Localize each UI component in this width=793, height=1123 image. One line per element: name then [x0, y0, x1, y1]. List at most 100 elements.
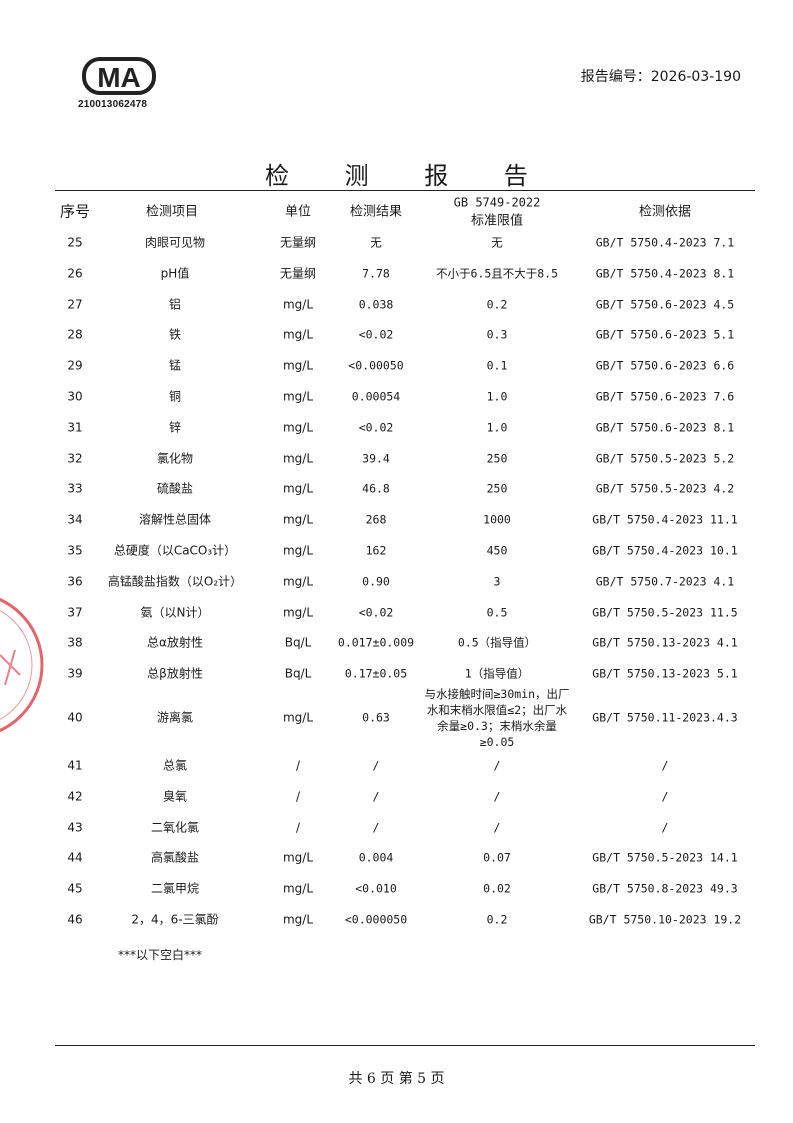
- row-limit: 不小于6.5且不大于8.5: [435, 266, 559, 281]
- row-number: 44: [67, 850, 83, 865]
- row-number: 29: [67, 358, 83, 373]
- row-limit: /: [493, 789, 501, 804]
- row-limit: 0.1: [486, 358, 508, 373]
- row-limit: 1.0: [486, 389, 508, 404]
- row-number: 33: [67, 481, 83, 496]
- row-unit: mg/L: [282, 850, 314, 865]
- row-limit: 1.0: [486, 420, 508, 435]
- row-unit: mg/L: [282, 543, 314, 558]
- row-item: 高氯酸盐: [150, 850, 200, 865]
- row-result: <0.000050: [344, 912, 408, 927]
- row-number: 25: [67, 235, 83, 250]
- row-item: 硫酸盐: [156, 481, 194, 496]
- row-method: /: [661, 789, 669, 804]
- row-result: 0.00054: [351, 389, 401, 404]
- row-number: 39: [67, 666, 83, 681]
- row-item: 铁: [168, 327, 182, 342]
- end-note: ***以下空白***: [118, 948, 203, 962]
- row-number: 37: [67, 605, 83, 620]
- row-unit: mg/L: [282, 358, 314, 373]
- col-limit: 标准限值: [470, 213, 524, 229]
- row-number: 41: [67, 758, 83, 773]
- row-limit: /: [493, 758, 501, 773]
- row-result: /: [372, 820, 380, 835]
- row-unit: mg/L: [282, 710, 314, 725]
- row-unit: 无量纲: [279, 235, 317, 250]
- row-unit: mg/L: [282, 912, 314, 927]
- row-method: /: [661, 820, 669, 835]
- row-number: 35: [67, 543, 83, 558]
- row-method: GB/T 5750.4-2023 11.1: [592, 512, 738, 527]
- row-item: 二氯甲烷: [150, 881, 200, 896]
- row-number: 26: [67, 266, 83, 281]
- row-result: <0.02: [358, 327, 394, 342]
- row-result: 0.017±0.009: [337, 635, 415, 650]
- row-limit: 0.02: [483, 881, 511, 896]
- col-method: 检测依据: [638, 204, 692, 220]
- row-unit: mg/L: [282, 297, 314, 312]
- row-item: 总β放射性: [147, 666, 203, 681]
- divider-bottom: [55, 1045, 755, 1046]
- row-number: 43: [67, 820, 83, 835]
- red-seal-stamp: [0, 597, 44, 733]
- row-unit: mg/L: [282, 481, 314, 496]
- row-method: GB/T 5750.7-2023 4.1: [595, 574, 735, 589]
- row-method: GB/T 5750.6-2023 5.1: [595, 327, 735, 342]
- row-number: 34: [67, 512, 83, 527]
- row-number: 27: [67, 297, 83, 312]
- row-result: 无: [370, 235, 382, 250]
- row-item: 游离氯: [156, 710, 194, 725]
- row-method: GB/T 5750.6-2023 7.6: [595, 389, 735, 404]
- row-item: 2，4，6-三氯酚: [131, 912, 219, 927]
- row-result: 268: [365, 512, 387, 527]
- row-number: 40: [67, 710, 83, 725]
- row-result: /: [372, 789, 380, 804]
- row-item: 二氧化氯: [150, 820, 200, 835]
- row-method: GB/T 5750.5-2023 4.2: [595, 481, 735, 496]
- row-result: 162: [365, 543, 387, 558]
- row-unit: mg/L: [282, 574, 314, 589]
- row-unit: /: [295, 758, 301, 773]
- page-info: 共 6 页 第 5 页: [348, 1071, 445, 1087]
- row-unit: mg/L: [282, 420, 314, 435]
- row-number: 30: [67, 389, 83, 404]
- row-method: GB/T 5750.5-2023 11.5: [592, 605, 738, 620]
- row-item: 溶解性总固体: [138, 512, 212, 527]
- row-method: GB/T 5750.4-2023 7.1: [595, 235, 735, 250]
- row-item: 氯化物: [156, 451, 194, 466]
- row-method: GB/T 5750.4-2023 10.1: [592, 543, 738, 558]
- row-result: 0.17±0.05: [344, 666, 408, 681]
- row-result: 0.90: [362, 574, 390, 589]
- row-result: 0.004: [358, 850, 394, 865]
- row-limit: 无: [491, 235, 503, 250]
- row-item: 总氯: [162, 758, 188, 773]
- row-item: 总α放射性: [147, 635, 203, 650]
- row-method: GB/T 5750.6-2023 8.1: [595, 420, 735, 435]
- row-method: GB/T 5750.5-2023 14.1: [592, 850, 738, 865]
- col-seq: 序号: [59, 202, 91, 221]
- row-result: 0.63: [362, 710, 390, 725]
- row-item: pH值: [160, 266, 190, 281]
- col-unit: 单位: [284, 204, 312, 220]
- row-limit: 0.3: [486, 327, 508, 342]
- row-unit: mg/L: [282, 327, 314, 342]
- svg-text:MA: MA: [97, 62, 141, 93]
- row-item: 高锰酸盐指数（以O₂计）: [107, 574, 243, 589]
- row-number: 32: [67, 451, 83, 466]
- row-limit: 1（指导值）: [464, 666, 530, 681]
- report-number: 报告编号：2026-03-190: [580, 69, 741, 85]
- row-unit: /: [295, 820, 301, 835]
- row-method: GB/T 5750.5-2023 5.2: [595, 451, 735, 466]
- col-item: 检测项目: [145, 204, 199, 220]
- row-method: GB/T 5750.6-2023 4.5: [595, 297, 735, 312]
- row-unit: Bq/L: [284, 635, 312, 650]
- row-method: GB/T 5750.8-2023 49.3: [592, 881, 738, 896]
- row-limit: 450: [486, 543, 508, 558]
- row-limit: /: [493, 820, 501, 835]
- row-limit: 250: [486, 451, 508, 466]
- row-limit: 1000: [483, 512, 511, 527]
- row-unit: mg/L: [282, 881, 314, 896]
- row-number: 45: [67, 881, 83, 896]
- row-limit: 3: [493, 574, 501, 589]
- row-method: GB/T 5750.6-2023 6.6: [595, 358, 735, 373]
